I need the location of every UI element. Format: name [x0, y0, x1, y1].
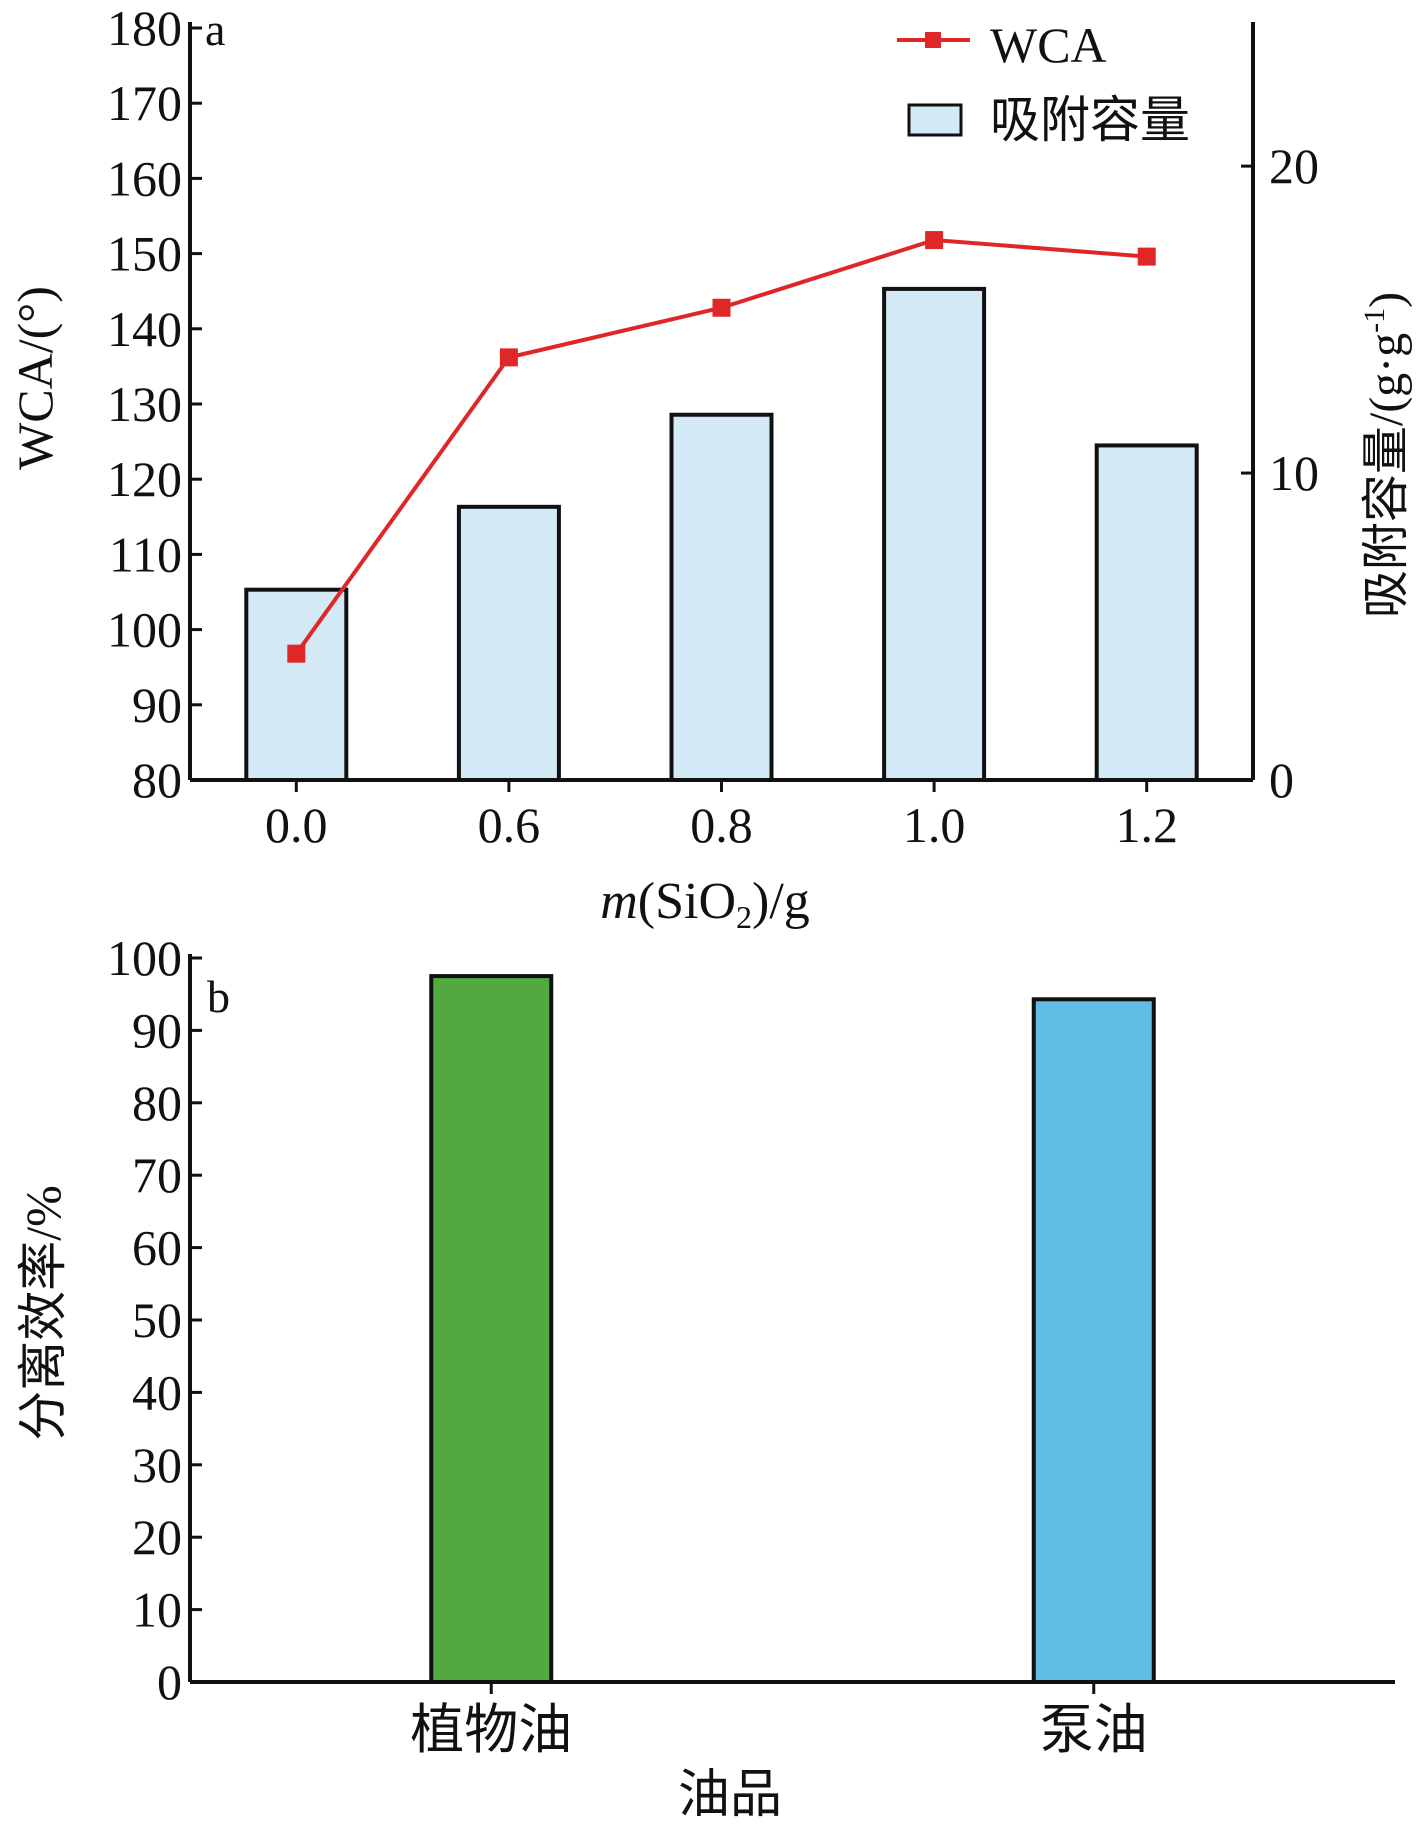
panel-a-bars	[244, 286, 1199, 782]
panel-a-wca-point-0.0	[287, 644, 306, 663]
panel-a-bar-0.6	[456, 504, 561, 782]
panel-b-y-tick-label: 0	[157, 1654, 182, 1710]
panel-b-y-tick-label: 80	[132, 1075, 182, 1131]
legend-wca-marker	[925, 32, 941, 48]
panel-a-y-tick-label: 120	[107, 451, 182, 507]
panel-b-y-tick-label: 10	[132, 1582, 182, 1638]
panel-a-y-tick-label: 160	[107, 150, 182, 206]
panel-a-y-tick-label: 170	[107, 75, 182, 131]
panel-a-legend: WCA 吸附容量	[897, 17, 1190, 148]
panel-a-y-tick-label: 90	[132, 677, 182, 733]
panel-b-y-tick-label: 30	[132, 1437, 182, 1493]
panel-b-y-tick-label: 50	[132, 1292, 182, 1348]
panel-b-bars	[429, 974, 1156, 1684]
panel-a-y-tick-label: 130	[107, 376, 182, 432]
panel-a-wca-point-1.2	[1137, 247, 1156, 266]
panel-a-wca-line	[287, 231, 1156, 663]
panel-a-x-tick-label: 1.0	[903, 797, 966, 853]
panel-a-y2-axis-label: 吸附容量/(g·g-1)	[1358, 292, 1413, 618]
panel-b-y-tick-label: 60	[132, 1220, 182, 1276]
panel-b-y-tick-label: 40	[132, 1364, 182, 1420]
panel-a-x-tick-label: 0.6	[478, 797, 541, 853]
panel-a: a 80 90 100 110 120 130 140 150 160 170 180 0 10 20 0.…	[7, 0, 1413, 935]
panel-a-bar-0.0	[244, 587, 349, 782]
panel-a-bar-1.2	[1094, 443, 1199, 782]
panel-a-x-tick-label: 1.2	[1115, 797, 1178, 853]
panel-b-x-tick-label: 泵油	[1040, 1700, 1148, 1760]
panel-a-y-tick-label: 110	[109, 526, 182, 582]
panel-a-y-tick-label: 180	[107, 0, 182, 56]
panel-a-y-tick-label: 140	[107, 301, 182, 357]
panel-a-x-axis-label: m(SiO2)/g	[600, 873, 810, 935]
panel-b-y-tick-label: 90	[132, 1002, 182, 1058]
panel-a-x-tick-label: 0.0	[265, 797, 328, 853]
panel-a-x-tick-label: 0.8	[690, 797, 753, 853]
panel-b-x-axis-label: 油品	[678, 1767, 782, 1819]
panel-b-x-tick-label: 植物油	[410, 1700, 572, 1760]
panel-a-bar-1.0	[882, 286, 987, 782]
legend-adsorption-label: 吸附容量	[990, 92, 1190, 148]
panel-a-wca-point-0.6	[499, 348, 518, 367]
panel-a-y2-tick-label: 20	[1269, 138, 1319, 194]
panel-a-wca-point-1.0	[925, 231, 944, 250]
panel-b-y-tick-label: 20	[132, 1509, 182, 1565]
panel-a-y2-tick-label: 0	[1269, 752, 1294, 808]
panel-b-bar-植物油	[429, 974, 554, 1684]
legend-adsorption-swatch	[907, 103, 963, 137]
panel-a-label: a	[205, 4, 225, 55]
panel-a-y2-tick-label: 10	[1269, 445, 1319, 501]
panel-b-y-tick-label: 100	[107, 930, 182, 986]
panel-a-wca-point-0.8	[712, 298, 731, 317]
panel-b-y-tick-label: 70	[132, 1147, 182, 1203]
panel-b: b 0 10 20 30 40 50 60 70 80 90 100 植物油 泵油 分离效率/% 油品	[15, 930, 1395, 1824]
panel-b-y-axis-label: 分离效率/%	[15, 1185, 71, 1441]
panel-a-y-axis-label: WCA/(°)	[7, 286, 63, 470]
panel-b-axes: 0 10 20 30 40 50 60 70 80 90 100 植物油 泵油	[107, 930, 1395, 1760]
panel-a-axes: 80 90 100 110 120 130 140 150 160 170 180 0 10 20 0.0 0…	[107, 0, 1319, 853]
legend-wca-label: WCA	[990, 17, 1107, 73]
panel-a-bar-0.8	[669, 412, 774, 782]
panel-b-bar-泵油	[1031, 997, 1156, 1684]
panel-a-y-tick-label: 80	[132, 752, 182, 808]
panel-a-y-tick-label: 150	[107, 226, 182, 282]
panel-b-label: b	[207, 971, 230, 1022]
panel-a-y-tick-label: 100	[107, 602, 182, 658]
